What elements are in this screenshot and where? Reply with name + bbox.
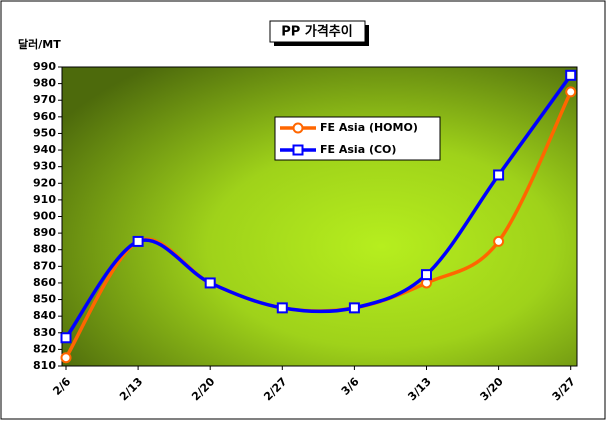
y-tick-label: 950	[33, 126, 56, 139]
y-tick-label: 960	[33, 110, 56, 123]
marker	[292, 144, 304, 156]
y-tick-label: 930	[33, 160, 56, 173]
marker	[565, 69, 577, 81]
y-tick-label: 850	[33, 293, 56, 306]
title-box	[269, 20, 366, 43]
marker	[565, 86, 577, 98]
legend-label: FE Asia (HOMO)	[320, 121, 418, 134]
marker	[421, 269, 432, 281]
y-tick-label: 840	[33, 309, 56, 322]
marker	[204, 277, 216, 289]
marker	[60, 332, 72, 344]
y-tick-label: 970	[33, 93, 56, 106]
marker	[132, 235, 144, 247]
y-tick-label: 810	[33, 359, 56, 372]
y-tick-label: 940	[33, 143, 56, 156]
y-tick-label: 980	[33, 77, 56, 90]
y-tick-label: 820	[33, 342, 56, 355]
y-tick-label: 910	[33, 193, 56, 206]
marker	[60, 352, 72, 364]
y-tick-label: 990	[33, 60, 56, 73]
y-tick-label: 920	[33, 176, 56, 189]
marker	[493, 169, 505, 181]
y-tick-label: 880	[33, 243, 56, 256]
y-tick-label: 900	[33, 210, 56, 223]
chart-title: PP 가격추이	[281, 24, 352, 40]
y-tick-label: 860	[33, 276, 56, 289]
y-tick-label: 870	[33, 259, 56, 272]
y-tick-label: 890	[33, 226, 56, 239]
marker	[276, 302, 288, 314]
marker	[348, 302, 360, 314]
y-axis-label: 달러/MT	[18, 37, 61, 51]
y-tick-label: 830	[33, 326, 56, 339]
marker	[493, 235, 505, 247]
plot-area	[61, 66, 578, 367]
marker	[292, 122, 304, 134]
legend-label: FE Asia (CO)	[320, 143, 396, 156]
